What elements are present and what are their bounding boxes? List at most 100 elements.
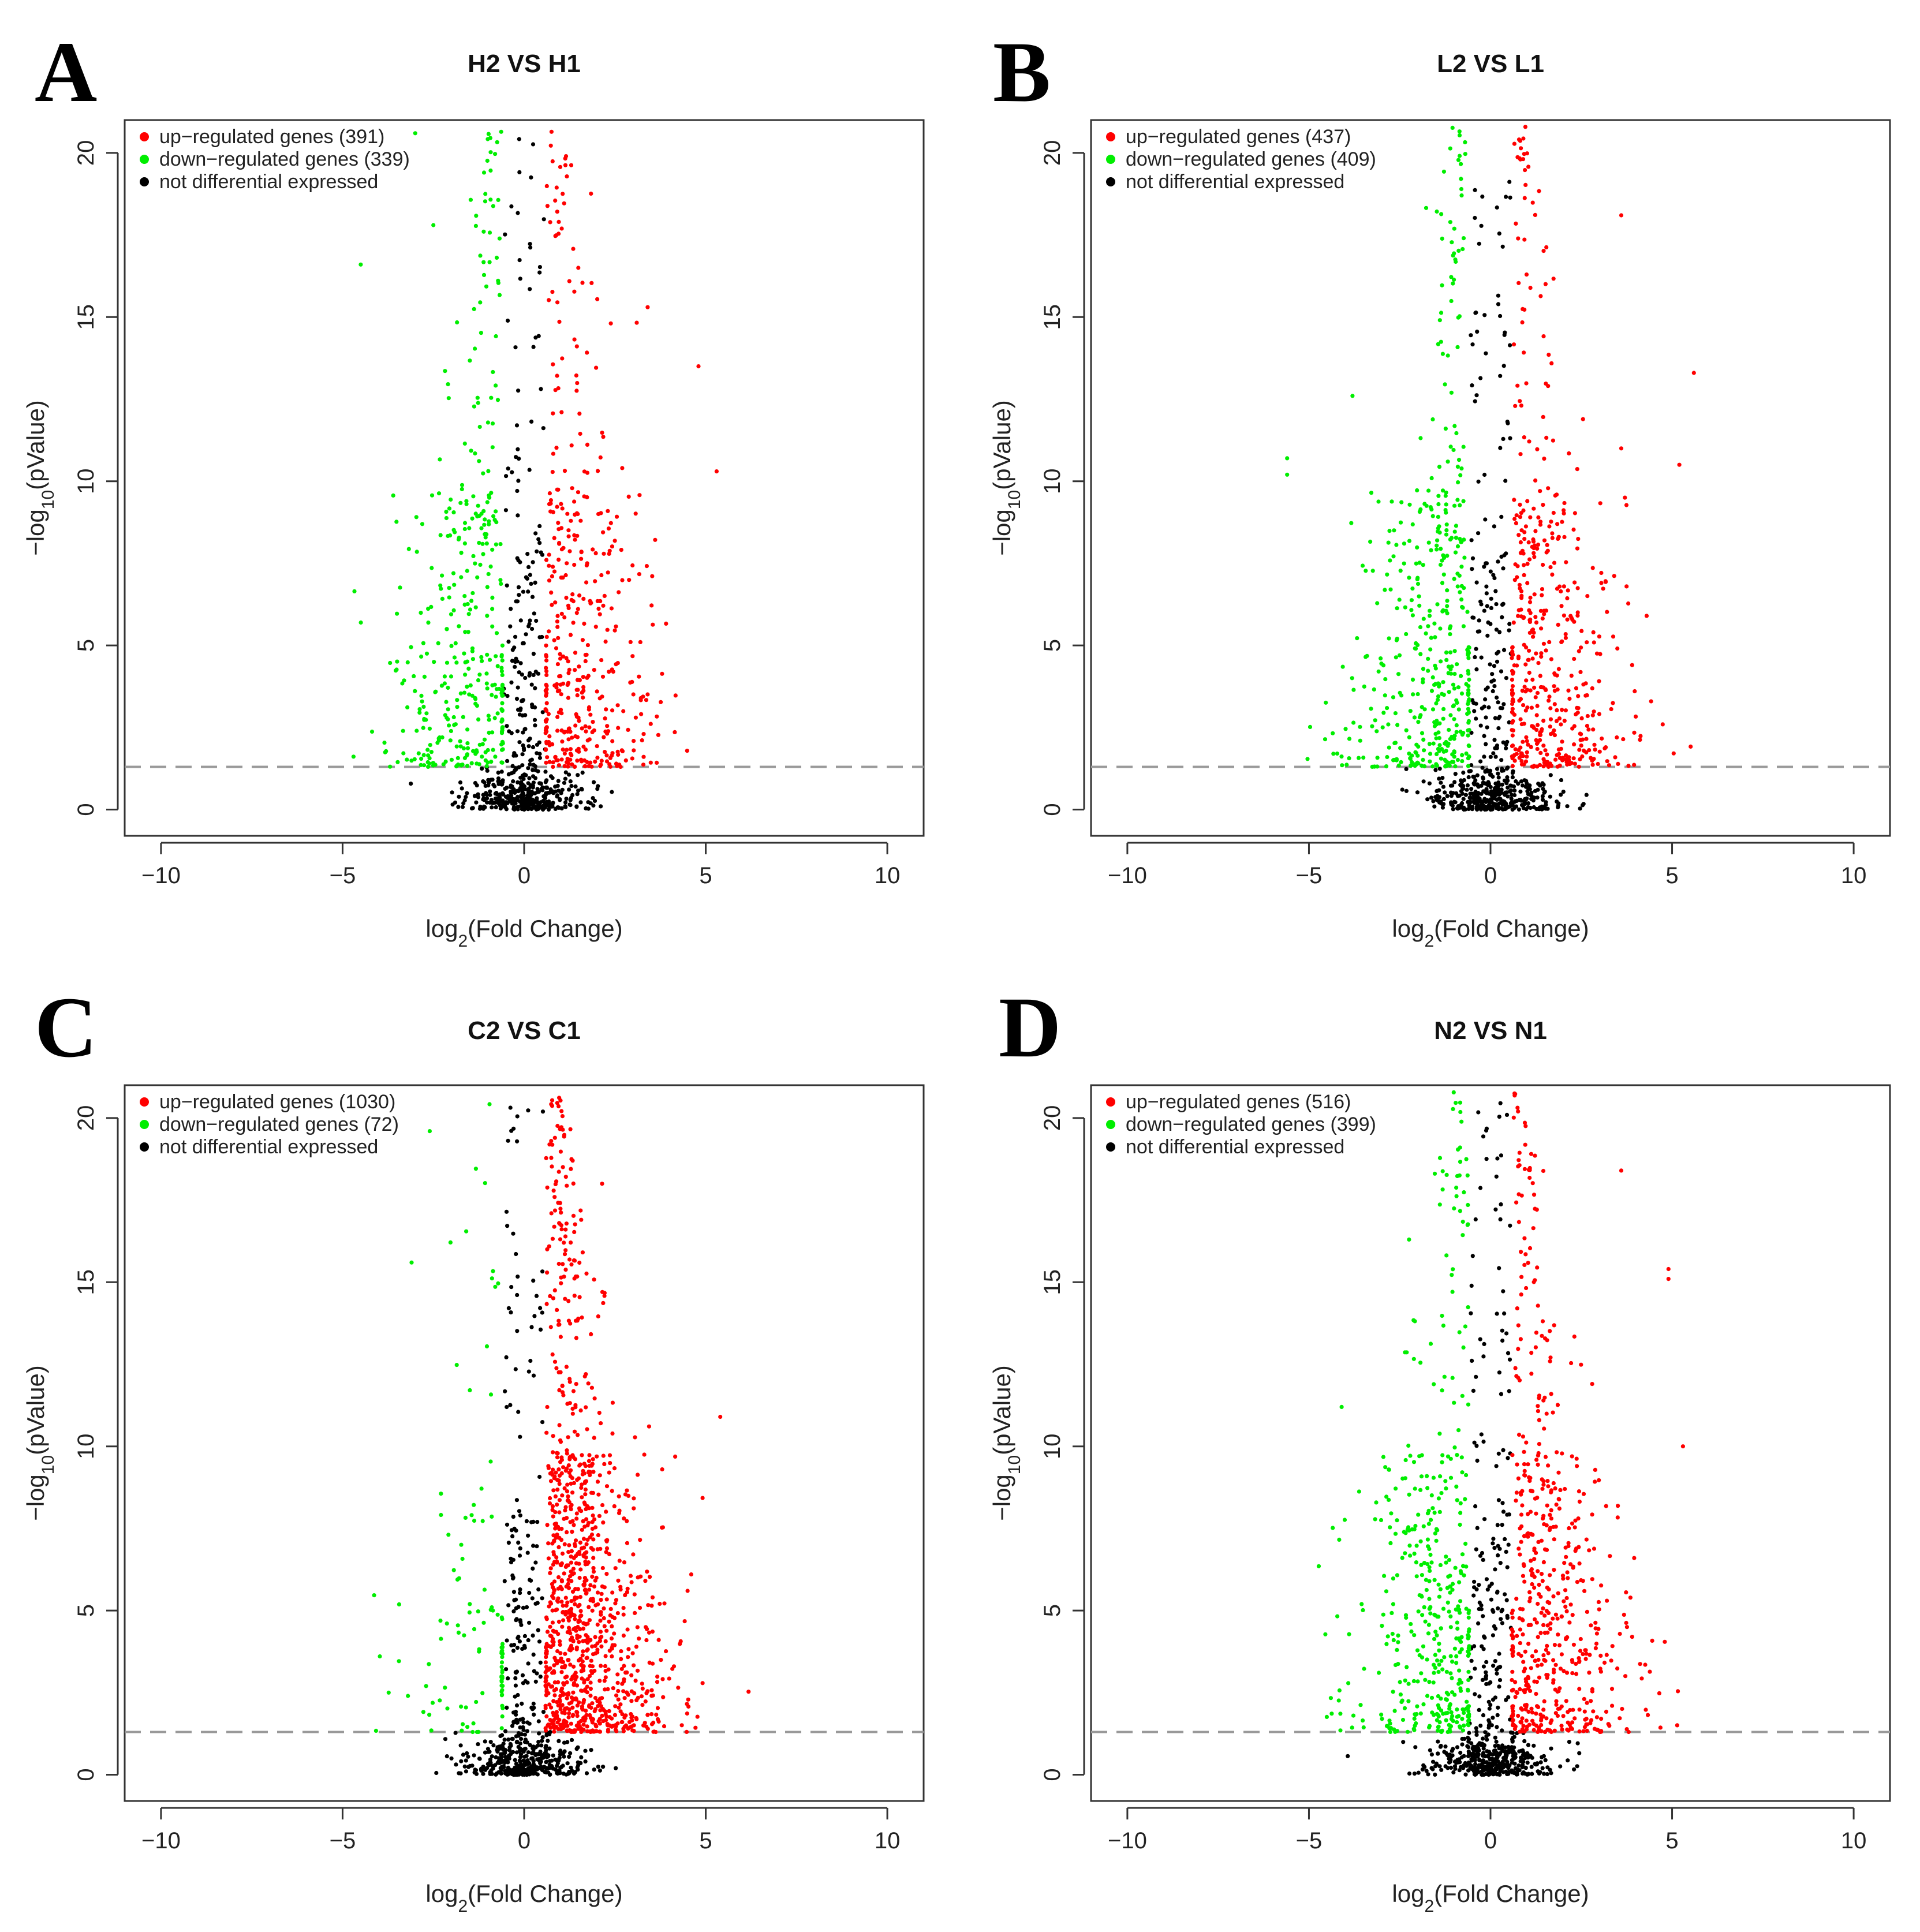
point-up-regulated — [1522, 307, 1527, 312]
point-up-regulated — [1571, 756, 1576, 761]
point-up-regulated — [548, 1645, 554, 1649]
point-down-regulated — [1454, 431, 1459, 436]
point-not-differential — [1476, 479, 1481, 484]
point-not-differential — [535, 798, 539, 803]
point-not-differential — [579, 787, 584, 791]
point-up-regulated — [1549, 764, 1554, 768]
point-up-regulated — [581, 675, 585, 679]
point-up-regulated — [557, 1096, 562, 1100]
point-down-regulated — [479, 1486, 484, 1491]
point-up-regulated — [658, 1601, 662, 1606]
point-up-regulated — [1551, 438, 1555, 443]
point-up-regulated — [551, 1699, 556, 1703]
point-up-regulated — [545, 1270, 550, 1275]
point-up-regulated — [606, 1687, 610, 1691]
point-down-regulated — [483, 517, 487, 522]
point-not-differential — [1512, 789, 1517, 793]
point-down-regulated — [1447, 763, 1452, 768]
point-up-regulated — [582, 1545, 587, 1550]
point-up-regulated — [555, 1451, 559, 1455]
point-not-differential — [528, 784, 533, 789]
point-up-regulated — [550, 1164, 554, 1169]
point-up-regulated — [1537, 189, 1541, 193]
point-not-differential — [1501, 1448, 1506, 1452]
point-down-regulated — [1450, 125, 1455, 130]
point-up-regulated — [575, 693, 580, 698]
point-down-regulated — [488, 564, 493, 569]
point-up-regulated — [553, 1608, 558, 1613]
point-up-regulated — [600, 674, 606, 679]
point-up-regulated — [612, 1713, 617, 1717]
point-not-differential — [488, 1740, 493, 1744]
point-down-regulated — [487, 260, 492, 264]
point-down-regulated — [472, 1503, 476, 1507]
point-up-regulated — [593, 625, 598, 629]
point-not-differential — [1478, 804, 1483, 808]
point-down-regulated — [481, 552, 485, 556]
point-up-regulated — [660, 671, 664, 676]
point-up-regulated — [1600, 736, 1604, 741]
point-down-regulated — [358, 620, 363, 625]
point-not-differential — [1481, 1614, 1485, 1619]
point-up-regulated — [678, 1639, 683, 1643]
point-up-regulated — [551, 1450, 555, 1455]
point-not-differential — [1440, 805, 1445, 810]
point-not-differential — [1443, 790, 1447, 795]
point-down-regulated — [485, 585, 490, 589]
point-down-regulated — [477, 459, 481, 464]
point-up-regulated — [592, 1396, 597, 1401]
point-up-regulated — [632, 1723, 636, 1728]
point-up-regulated — [572, 764, 577, 769]
point-cutoff-band — [1466, 775, 1471, 780]
point-not-differential — [1470, 383, 1474, 388]
point-up-regulated — [612, 1504, 617, 1508]
point-not-differential — [1483, 517, 1488, 522]
point-up-regulated — [645, 1627, 649, 1631]
point-not-differential — [1520, 1765, 1525, 1770]
point-up-regulated — [601, 603, 606, 608]
point-down-regulated — [1331, 752, 1336, 756]
point-up-regulated — [1535, 546, 1540, 551]
point-not-differential — [1510, 793, 1514, 797]
point-down-regulated — [484, 764, 489, 768]
chart-title: N2 VS N1 — [1434, 1017, 1547, 1045]
point-not-differential — [517, 765, 521, 769]
point-not-differential — [1470, 807, 1474, 812]
point-down-regulated — [427, 1662, 431, 1666]
point-not-differential — [526, 744, 531, 749]
point-not-differential — [1498, 1101, 1503, 1105]
point-up-regulated — [695, 1714, 700, 1719]
point-down-regulated — [372, 1593, 376, 1598]
point-down-regulated — [439, 1512, 443, 1518]
point-not-differential — [470, 806, 475, 810]
point-down-regulated — [1412, 715, 1417, 720]
point-up-regulated — [1577, 649, 1581, 653]
plot-frame — [1090, 119, 1891, 837]
point-down-regulated — [1439, 339, 1443, 344]
point-up-regulated — [550, 159, 555, 164]
point-down-regulated — [481, 509, 486, 514]
point-not-differential — [1485, 604, 1489, 608]
point-up-regulated — [582, 1718, 587, 1723]
point-not-differential — [506, 1306, 511, 1310]
point-down-regulated — [1456, 707, 1461, 712]
point-cutoff-band — [1511, 769, 1515, 773]
point-not-differential — [576, 1745, 580, 1750]
point-not-differential — [1490, 672, 1495, 677]
point-not-differential — [1431, 1759, 1436, 1764]
point-up-regulated — [555, 1503, 559, 1507]
point-up-regulated — [557, 319, 562, 324]
point-not-differential — [1514, 804, 1519, 809]
point-up-regulated — [552, 638, 556, 642]
point-up-regulated — [1538, 750, 1543, 755]
point-not-differential — [1511, 784, 1516, 789]
point-up-regulated — [630, 1718, 634, 1722]
point-not-differential — [540, 1269, 545, 1274]
point-up-regulated — [567, 1711, 571, 1716]
point-down-regulated — [1383, 588, 1387, 592]
y-tick-label: 10 — [1040, 468, 1065, 494]
point-up-regulated — [1527, 608, 1531, 612]
point-cutoff-band — [544, 799, 549, 804]
point-down-regulated — [1418, 436, 1423, 440]
point-not-differential — [1500, 615, 1504, 619]
